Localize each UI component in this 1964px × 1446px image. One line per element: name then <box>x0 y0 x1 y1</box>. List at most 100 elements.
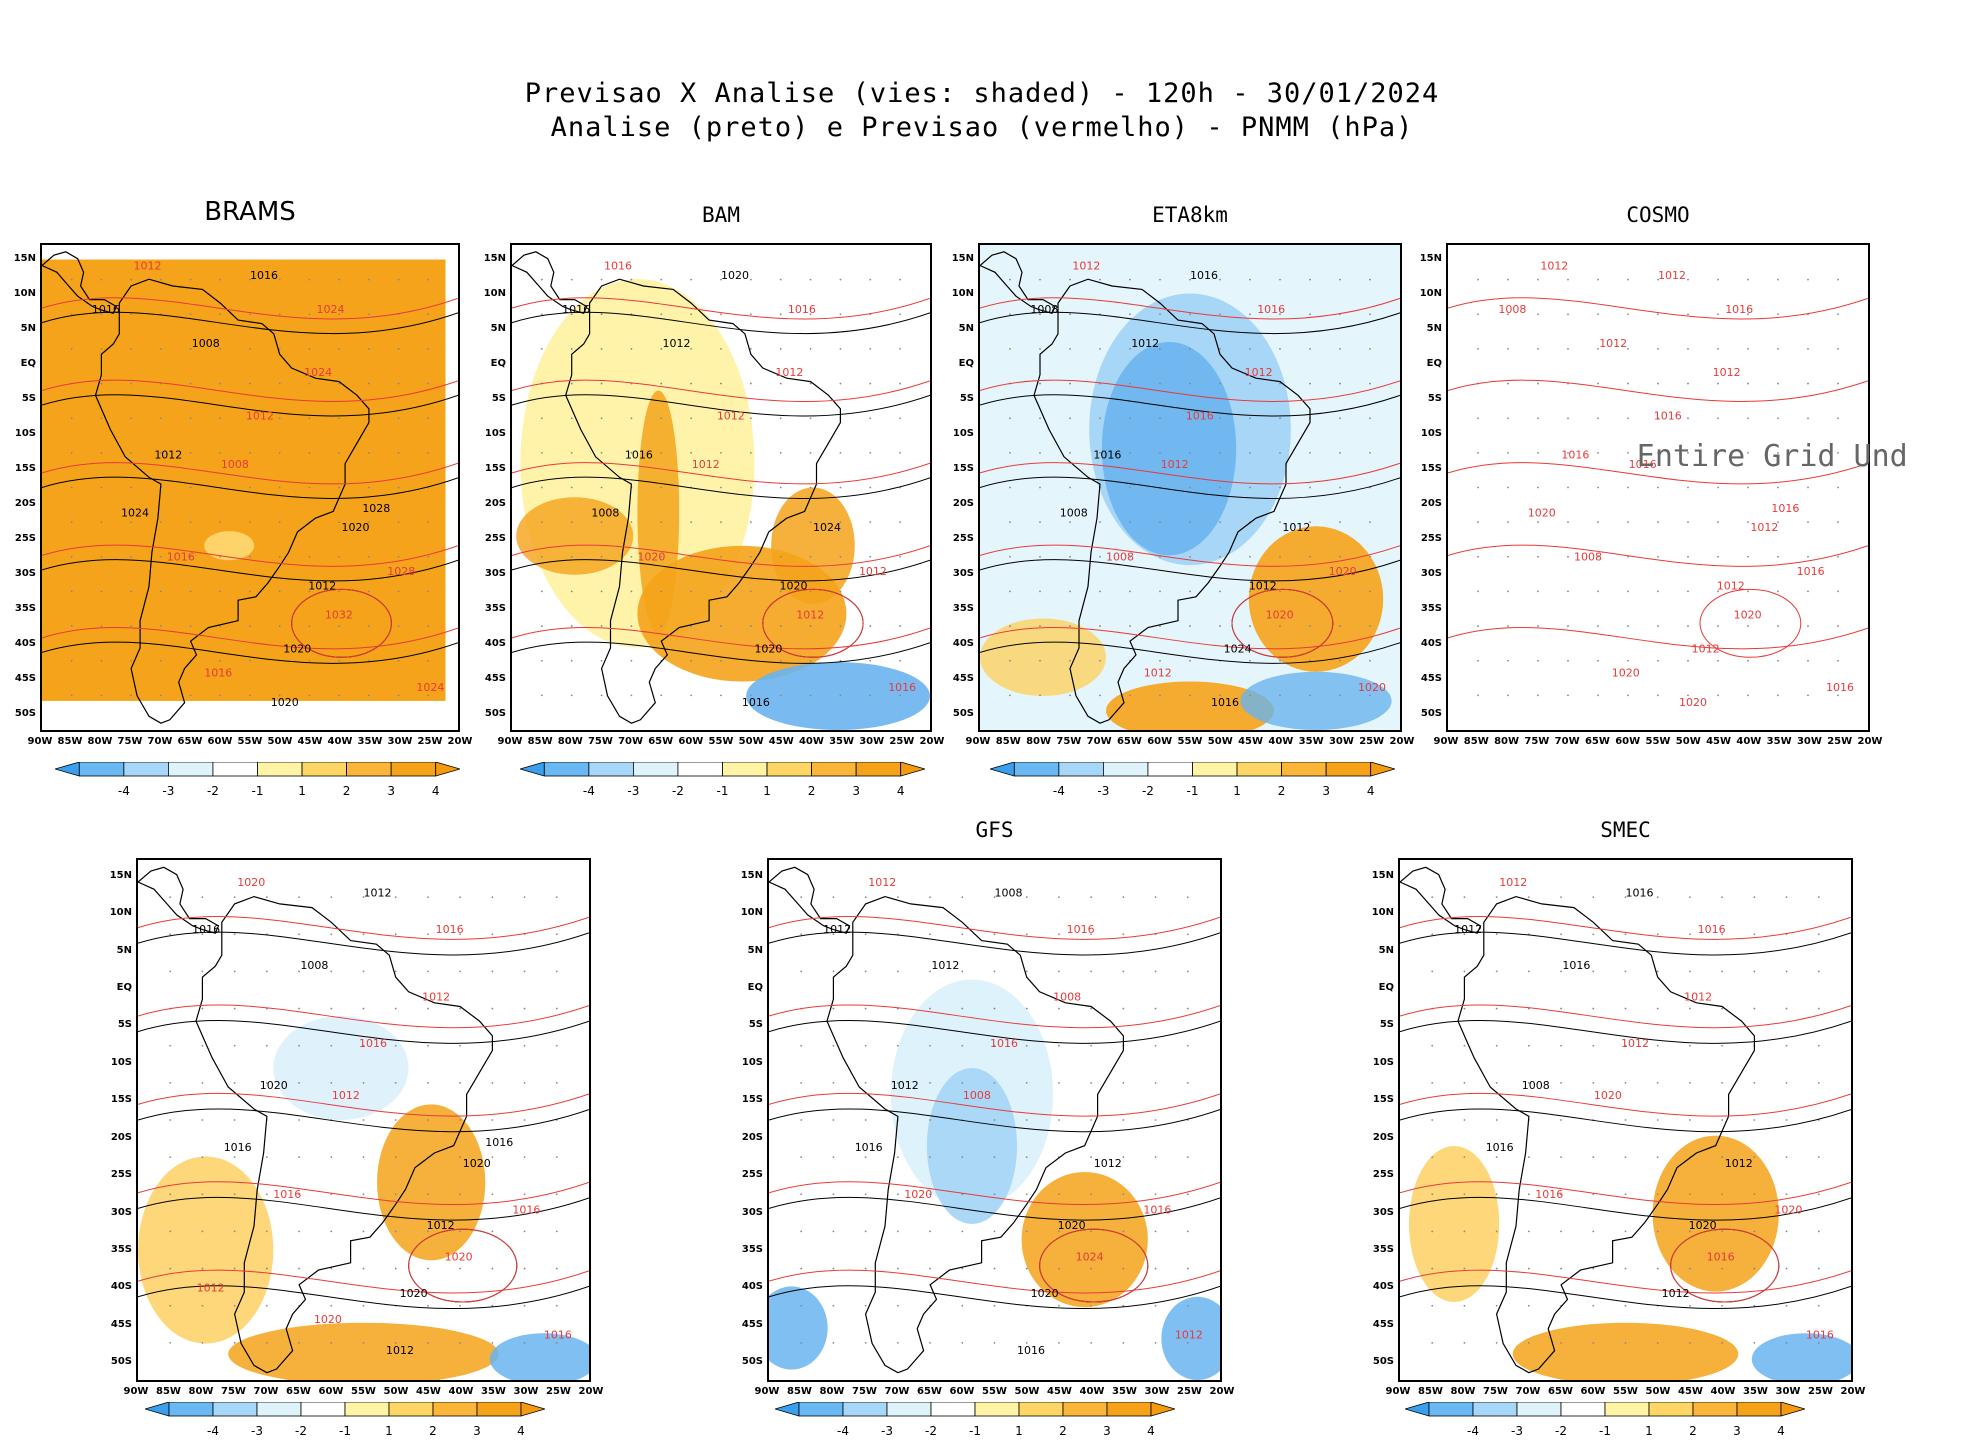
colorbar-label: 2 <box>1277 784 1286 798</box>
lat-tick-label: EQ <box>958 358 974 370</box>
colorbar-segment <box>432 1402 478 1417</box>
lon-tick-label: 55W <box>351 1386 376 1397</box>
contour-label: 1012 <box>197 1282 225 1295</box>
colorbar-label: 4 <box>431 784 440 798</box>
lat-tick-label: 15S <box>1372 1094 1394 1106</box>
contour-label: 1020 <box>260 1079 288 1092</box>
panel-panel5: 1020 1012 1016 1016 1012 1008 1016 1020 1012 1016… <box>110 858 603 1397</box>
lon-tick-label: 25W <box>1808 1386 1833 1397</box>
colorbar-bar <box>990 762 1395 777</box>
analysis-contour <box>512 476 930 499</box>
lon-tick-label: 20W <box>919 736 945 747</box>
lat-tick-label: 5N <box>490 323 506 335</box>
colorbar-segment <box>766 762 813 777</box>
contour-label: 1008 <box>995 886 1023 899</box>
contour-label: 1020 <box>754 642 782 655</box>
lat-tick-label: 30S <box>1372 1206 1394 1218</box>
contour-label: 1008 <box>1060 507 1088 520</box>
contour-label: 1016 <box>1186 410 1214 423</box>
forecast-contour <box>512 297 930 320</box>
colorbar-segment <box>990 762 1015 777</box>
lon-tick-label: 40W <box>327 736 353 747</box>
lon-tick-label: 70W <box>1554 736 1580 747</box>
analysis-contour <box>1400 1108 1851 1133</box>
colorbar-segment <box>1428 1402 1474 1417</box>
grid-dots <box>800 896 1189 1344</box>
contour-label: 1008 <box>1053 990 1081 1003</box>
analysis-contour <box>1400 1285 1851 1310</box>
lat-tick-label: 10N <box>1419 288 1442 300</box>
colorbar-segment <box>1058 762 1104 777</box>
lat-tick-label: 30S <box>1420 567 1442 579</box>
colorbar-segment <box>1281 762 1327 777</box>
colorbar-segment <box>301 762 348 777</box>
forecast-contour <box>138 1181 589 1206</box>
map-plot: 1020 1012 1016 1016 1012 1008 1016 1020 1012 1016… <box>138 866 589 1380</box>
panel-cosmo: COSMO 1012 1012 1016 1008 1012 1012 1016 1016 101… <box>1420 203 1908 747</box>
colorbar-segment <box>775 1402 800 1417</box>
lon-tick-label: 25W <box>546 1386 571 1397</box>
colorbar-label: 4 <box>517 1424 525 1438</box>
lat-tick-label: 50S <box>14 707 36 719</box>
lon-tick-label: 85W <box>57 736 83 747</box>
analysis-contour <box>512 311 930 335</box>
contour-label: 1012 <box>931 959 959 972</box>
bias-shading <box>377 1104 486 1261</box>
lat-tick-label: 5N <box>1378 944 1394 956</box>
contour-label: 1016 <box>1067 923 1095 936</box>
lat-tick-label: 25S <box>110 1169 132 1181</box>
colorbar: -4 -3 -2 -1 1 2 3 4 <box>55 762 460 806</box>
coastline <box>42 251 118 315</box>
contour-label: 1016 <box>1826 681 1854 694</box>
colorbar-segment <box>1560 1402 1606 1417</box>
bias-shading <box>1101 342 1237 556</box>
forecast-contour <box>1400 916 1851 940</box>
contour-label: 1020 <box>1528 507 1556 520</box>
lon-tick-label: 60W <box>1147 736 1173 747</box>
contour-label: 1020 <box>1329 565 1357 578</box>
colorbar-label: -1 <box>339 1424 351 1438</box>
contour-label: 1016 <box>990 1037 1018 1050</box>
forecast-contour <box>42 544 458 567</box>
lat-tick-label: 40S <box>741 1281 763 1293</box>
colorbar-segment <box>1013 762 1060 777</box>
contour-label: 1020 <box>1612 667 1640 680</box>
lat-tick-label: 10S <box>1420 428 1442 440</box>
coastline <box>769 866 851 934</box>
lat-tick-label: 45S <box>110 1318 132 1330</box>
analysis-contour <box>512 394 930 417</box>
contour-label: 1020 <box>463 1157 491 1170</box>
colorbar-label: -4 <box>1052 784 1065 798</box>
lon-tick-label: 90W <box>1433 736 1459 747</box>
contour-label: 1016 <box>1561 448 1589 461</box>
forecast-contour <box>980 379 1400 402</box>
colorbar-label: -3 <box>627 784 640 798</box>
colorbar-label: -3 <box>1097 784 1110 798</box>
lon-tick-label: 65W <box>1584 736 1610 747</box>
contour-label: 1024 <box>813 521 841 534</box>
lon-tick-label: 75W <box>1524 736 1550 747</box>
panel-title: ETA8km <box>1152 203 1228 227</box>
grid-dots <box>70 278 430 697</box>
map-plot: 1012 1016 1016 1012 1012 1016 1012 1008 1020 1016… <box>1400 866 1851 1380</box>
colorbar-label: -3 <box>162 784 175 798</box>
colorbar-label: -4 <box>117 784 130 798</box>
grid-dots <box>540 278 902 697</box>
forecast-contour <box>980 297 1400 320</box>
contour-label: 1012 <box>1245 366 1273 379</box>
colorbar-label: -2 <box>671 784 684 798</box>
lon-tick-label: 65W <box>648 736 674 747</box>
contour-label: 1008 <box>1574 550 1602 563</box>
colorbar-segment <box>543 762 590 777</box>
colorbar-label: -2 <box>206 784 219 798</box>
bias-shading <box>489 1333 589 1380</box>
lon-tick-label: 65W <box>177 736 203 747</box>
colorbar-segment <box>344 1402 390 1417</box>
lon-tick-label: 70W <box>618 736 644 747</box>
colorbar: -4 -3 -2 -1 1 2 3 4 <box>145 1402 545 1446</box>
lat-tick-label: 45S <box>741 1318 763 1330</box>
lon-tick-label: 45W <box>1678 1386 1703 1397</box>
grid-dots <box>169 896 558 1344</box>
colorbar-segment <box>520 1402 545 1417</box>
contour-label: 1020 <box>1031 1287 1059 1300</box>
